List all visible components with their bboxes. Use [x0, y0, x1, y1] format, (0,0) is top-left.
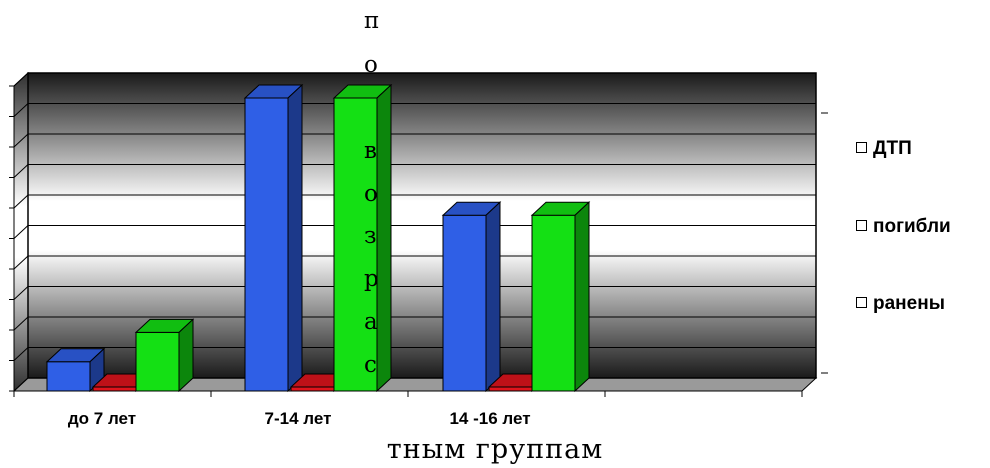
bar-front	[135, 331, 180, 392]
gridline-side	[13, 194, 29, 209]
overlay-letter: п	[364, 8, 380, 34]
legend-item-dtp: ДТП	[856, 138, 912, 160]
bar-front	[531, 214, 576, 392]
bar-side	[178, 318, 194, 393]
gridline-side	[13, 255, 29, 270]
legend-item-pogibli: погибли	[856, 216, 951, 238]
overlay-letter: с	[364, 352, 377, 378]
legend-label: ранены	[873, 293, 945, 314]
overlay-letter: а	[364, 309, 378, 335]
legend-swatch	[856, 297, 867, 309]
gridline-side	[13, 347, 29, 361]
category-label: 7-14 лет	[265, 409, 332, 428]
legend-label: погибли	[873, 216, 951, 237]
gridline-side	[13, 316, 29, 331]
gridline-side	[13, 133, 29, 148]
bar-front	[244, 97, 289, 392]
bar-side	[376, 83, 392, 393]
bar-front	[92, 386, 137, 392]
gridline-side	[13, 377, 29, 392]
bar-ранены	[134, 318, 195, 393]
bar-front	[488, 386, 533, 392]
overlay-letter: в	[364, 138, 377, 164]
bar-side	[485, 201, 501, 393]
bar-front	[333, 97, 378, 392]
bar-side	[287, 83, 303, 393]
legend-label: ДТП	[873, 138, 912, 159]
legend-swatch	[856, 220, 867, 232]
bar-ранены	[530, 201, 591, 393]
overlay-letter: р	[364, 266, 379, 292]
bar-ДТП	[441, 201, 502, 393]
category-label: 14 -16 лет	[449, 409, 530, 428]
gridline-side	[13, 164, 29, 178]
overlay-letter: з	[364, 223, 377, 249]
gridline-side	[13, 286, 29, 300]
category-label: до 7 лет	[68, 409, 136, 428]
overlay-letter: о	[364, 181, 378, 207]
bars	[45, 83, 591, 393]
legend-item-raneny: ранены	[856, 293, 945, 315]
bar-side	[574, 201, 590, 393]
bar-ранены	[332, 83, 393, 393]
overlay-letter: о	[364, 52, 378, 78]
legend-swatch	[856, 142, 867, 154]
bar-front	[442, 214, 487, 392]
gridline-side	[13, 225, 29, 239]
gridline-side	[13, 103, 29, 117]
bar-ДТП	[243, 83, 304, 393]
chart-back-wall	[12, 71, 818, 393]
overlay-bottom-text: тным группам	[386, 434, 604, 465]
gridline-side	[13, 72, 29, 87]
bar-front	[290, 386, 335, 392]
plot-frame	[27, 72, 817, 379]
category-labels: до 7 лет 7-14 лет 14 -16 лет	[68, 409, 531, 428]
bar-front	[46, 361, 91, 392]
